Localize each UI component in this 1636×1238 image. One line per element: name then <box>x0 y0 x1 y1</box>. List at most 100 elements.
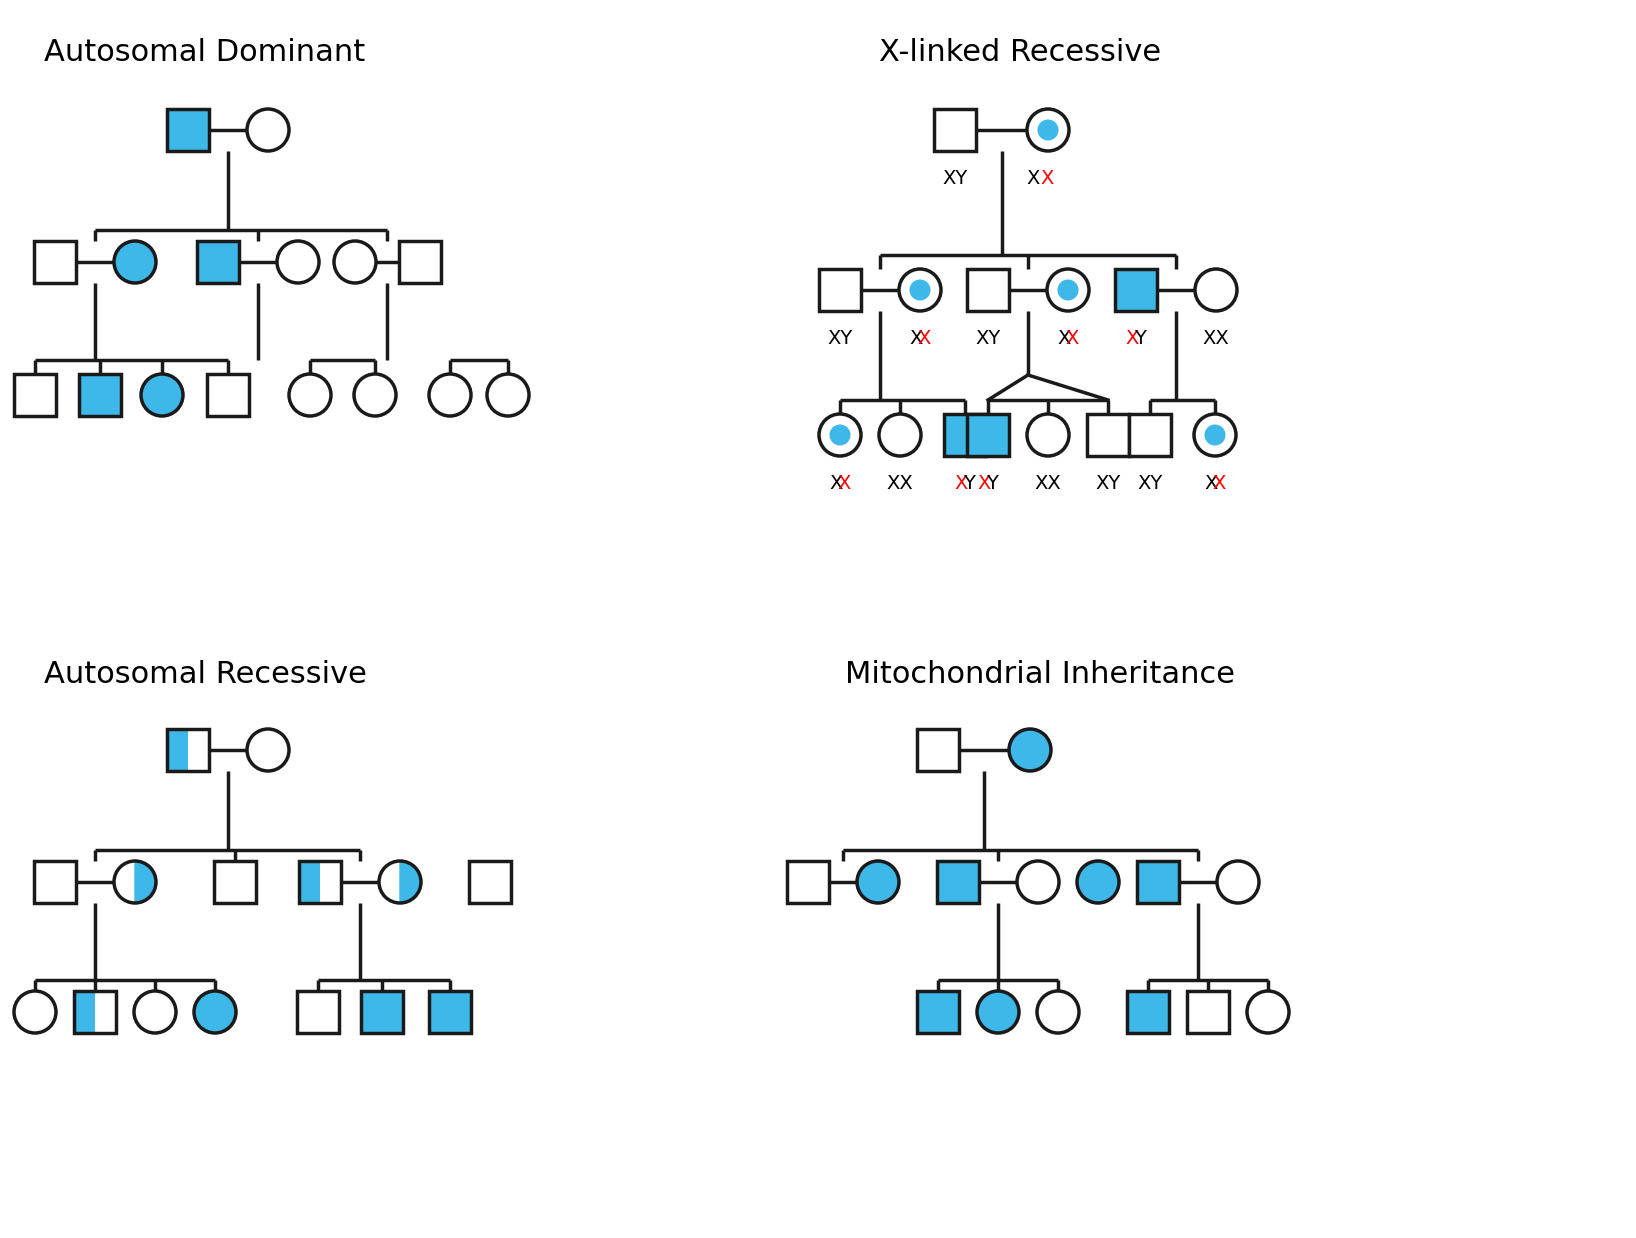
Text: X: X <box>977 474 990 493</box>
Circle shape <box>1037 990 1080 1032</box>
Circle shape <box>290 374 330 416</box>
Bar <box>934 109 977 151</box>
Bar <box>1137 860 1180 903</box>
Text: Autosomal Dominant: Autosomal Dominant <box>44 38 365 67</box>
Bar <box>299 860 340 903</box>
Bar <box>967 413 1009 456</box>
Polygon shape <box>136 860 155 903</box>
Text: X: X <box>838 474 851 493</box>
Text: Autosomal Recessive: Autosomal Recessive <box>44 660 366 690</box>
Text: XY: XY <box>1096 474 1121 493</box>
Circle shape <box>910 280 931 301</box>
Circle shape <box>1076 860 1119 903</box>
Circle shape <box>1027 109 1068 151</box>
Bar <box>214 860 255 903</box>
Text: X: X <box>1204 474 1217 493</box>
Bar <box>937 860 978 903</box>
Circle shape <box>857 860 900 903</box>
Circle shape <box>488 374 528 416</box>
Circle shape <box>977 990 1019 1032</box>
Circle shape <box>15 990 56 1032</box>
Text: Mitochondrial Inheritance: Mitochondrial Inheritance <box>846 660 1235 690</box>
Bar <box>787 860 829 903</box>
Bar <box>362 990 402 1032</box>
Text: XY: XY <box>1137 474 1163 493</box>
Bar <box>1129 413 1171 456</box>
Bar <box>74 990 116 1032</box>
Circle shape <box>247 729 290 771</box>
Bar <box>967 269 1009 311</box>
Circle shape <box>134 990 177 1032</box>
Bar <box>470 860 510 903</box>
Bar <box>399 241 442 284</box>
Bar <box>167 109 209 151</box>
Circle shape <box>1037 120 1058 140</box>
Bar <box>918 729 959 771</box>
Text: X: X <box>1040 170 1054 188</box>
Circle shape <box>1217 860 1260 903</box>
Bar <box>1188 990 1229 1032</box>
Circle shape <box>1009 729 1050 771</box>
Text: XX: XX <box>1034 474 1062 493</box>
Circle shape <box>141 374 183 416</box>
Circle shape <box>353 374 396 416</box>
Text: X: X <box>1065 329 1078 348</box>
Circle shape <box>1027 413 1068 456</box>
Bar <box>208 374 249 416</box>
Circle shape <box>195 990 236 1032</box>
Bar <box>1127 990 1170 1032</box>
Bar <box>429 990 471 1032</box>
Circle shape <box>1018 860 1058 903</box>
Circle shape <box>1047 269 1090 311</box>
Text: XX: XX <box>1202 329 1229 348</box>
Circle shape <box>334 241 376 284</box>
Bar <box>820 269 861 311</box>
Circle shape <box>900 269 941 311</box>
Bar <box>167 729 209 771</box>
Circle shape <box>1194 269 1237 311</box>
Text: X: X <box>1027 170 1040 188</box>
Polygon shape <box>399 860 420 903</box>
Text: Y: Y <box>987 474 998 493</box>
Circle shape <box>1194 413 1237 456</box>
Text: X: X <box>918 329 931 348</box>
Circle shape <box>879 413 921 456</box>
Circle shape <box>429 374 471 416</box>
Circle shape <box>1247 990 1289 1032</box>
Bar <box>34 241 75 284</box>
Circle shape <box>276 241 319 284</box>
Circle shape <box>115 241 155 284</box>
Circle shape <box>829 425 851 446</box>
Text: X: X <box>1057 329 1070 348</box>
Bar <box>1116 269 1157 311</box>
Text: X: X <box>1212 474 1225 493</box>
Text: XX: XX <box>887 474 913 493</box>
Bar <box>321 860 340 903</box>
Text: X: X <box>954 474 967 493</box>
Text: Y: Y <box>964 474 975 493</box>
Bar <box>196 241 239 284</box>
Text: X: X <box>910 329 923 348</box>
Bar <box>79 374 121 416</box>
Text: XY: XY <box>975 329 1001 348</box>
Bar <box>918 990 959 1032</box>
Text: X: X <box>829 474 843 493</box>
Text: XY: XY <box>942 170 967 188</box>
Bar <box>15 374 56 416</box>
Bar <box>34 860 75 903</box>
Circle shape <box>1057 280 1078 301</box>
Bar <box>944 413 987 456</box>
Text: XY: XY <box>828 329 852 348</box>
Bar <box>95 990 116 1032</box>
Bar <box>1086 413 1129 456</box>
Bar <box>188 729 209 771</box>
Text: X: X <box>1126 329 1139 348</box>
Circle shape <box>247 109 290 151</box>
Circle shape <box>820 413 861 456</box>
Bar <box>74 990 95 1032</box>
Text: X-linked Recessive: X-linked Recessive <box>879 38 1162 67</box>
Text: Y: Y <box>1134 329 1147 348</box>
Circle shape <box>1204 425 1225 446</box>
Bar <box>299 860 321 903</box>
Bar <box>167 729 188 771</box>
